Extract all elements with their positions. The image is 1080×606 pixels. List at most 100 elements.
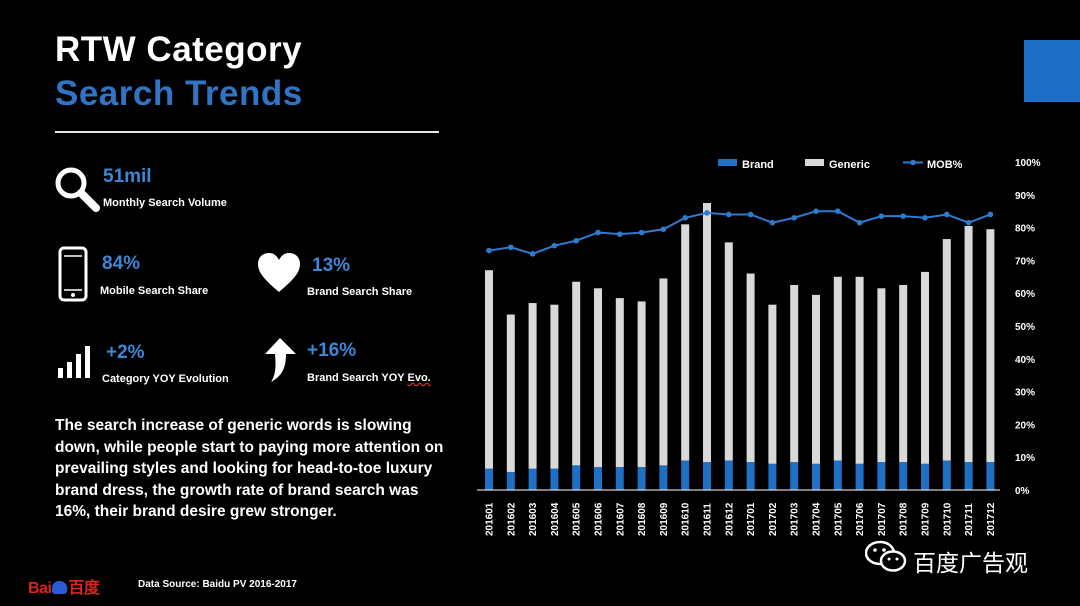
legend-label-generic: Generic — [829, 159, 870, 171]
legend-swatch-generic — [805, 159, 824, 166]
title-line-1: RTW Category — [55, 30, 303, 69]
baidu-logo: Bai 百度 — [28, 580, 100, 597]
mob-point-201711 — [965, 219, 972, 226]
y-tick-label: 60% — [1015, 289, 1035, 300]
search-icon — [55, 167, 100, 212]
bar-generic-201712 — [986, 229, 995, 463]
bar-brand-201711 — [964, 462, 973, 490]
category-yoy-label: Category YOY Evolution — [102, 373, 229, 385]
y-axis-ticks: 0% 10% 20% 30% 40% 50% 60% 70% 80% 90% 100% — [1015, 158, 1041, 497]
bar-brand-201607 — [615, 467, 624, 490]
mob-point-201707 — [878, 213, 885, 219]
mob-point-201706 — [856, 219, 863, 226]
x-tick-label: 201701 — [746, 502, 757, 536]
search-volume-value: 51mil — [103, 166, 152, 187]
mob-point-201605 — [573, 237, 579, 244]
mob-point-201606 — [595, 229, 601, 236]
x-tick-label: 201706 — [855, 502, 866, 536]
bar-generic-201704 — [812, 294, 820, 464]
data-source: Data Source: Baidu PV 2016-2017 — [138, 579, 297, 590]
category-yoy-value: +2% — [106, 342, 145, 363]
mob-point-201610 — [682, 214, 688, 221]
arrow-up-icon — [265, 338, 296, 382]
x-tick-label: 201603 — [528, 502, 539, 536]
y-tick-label: 100% — [1015, 158, 1041, 169]
mob-point-201609 — [660, 226, 667, 233]
brand-yoy-label: Brand Search YOY Evo. — [307, 372, 431, 384]
bar-generic-201601 — [485, 270, 493, 469]
x-tick-label: 201605 — [572, 502, 583, 536]
mob-point-201608 — [638, 229, 645, 236]
mob-point-201603 — [529, 251, 536, 257]
x-tick-label: 201610 — [681, 502, 692, 536]
watermark-text: 百度广告观 — [913, 551, 1028, 577]
x-tick-label: 201705 — [833, 502, 844, 536]
summary-paragraph: The search increase of generic words is … — [55, 417, 444, 521]
mob-point-201604 — [551, 242, 558, 249]
accent-corner-block — [1024, 40, 1080, 102]
bar-brand-201709 — [921, 463, 929, 490]
legend-label-mob: MOB% — [927, 159, 963, 171]
bar-generic-201707 — [877, 288, 886, 463]
mob-point-201710 — [944, 211, 950, 218]
mobile-share-label: Mobile Search Share — [100, 285, 209, 297]
x-tick-label: 201708 — [899, 502, 910, 536]
x-tick-label: 201612 — [724, 502, 735, 536]
mob-point-201705 — [835, 208, 841, 214]
mob-point-201701 — [747, 211, 754, 218]
bar-generic-201609 — [659, 278, 668, 466]
bar-brand-201606 — [594, 467, 602, 490]
bar-brand-201702 — [768, 463, 777, 490]
heart-icon — [258, 253, 300, 292]
x-tick-label: 201710 — [942, 502, 953, 536]
bar-generic-201606 — [594, 288, 602, 468]
bar-brand-201601 — [485, 468, 493, 490]
bar-generic-201611 — [703, 203, 711, 463]
bar-brand-201706 — [855, 463, 864, 490]
y-tick-label: 90% — [1015, 191, 1035, 202]
x-tick-label: 201611 — [703, 503, 714, 536]
bar-generic-201709 — [921, 271, 929, 464]
bar-brand-201609 — [659, 465, 668, 490]
bar-brand-201703 — [790, 462, 799, 490]
mob-point-201704 — [813, 208, 819, 214]
bar-generic-201612 — [724, 242, 733, 461]
x-tick-label: 201709 — [921, 502, 932, 536]
bar-generic-201708 — [899, 285, 908, 463]
x-tick-label: 201606 — [594, 502, 605, 536]
legend-label-brand: Brand — [742, 159, 774, 171]
y-tick-label: 20% — [1015, 420, 1035, 431]
signal-bars-icon — [58, 346, 90, 378]
bars-layer — [485, 203, 995, 490]
smartphone-icon — [58, 246, 88, 302]
legend-swatch-mob-point — [910, 159, 916, 166]
x-tick-label: 201608 — [637, 502, 648, 536]
mob-point-201611 — [704, 210, 710, 216]
x-tick-label: 201704 — [812, 502, 823, 536]
bar-brand-201704 — [812, 463, 820, 490]
y-tick-label: 30% — [1015, 388, 1035, 399]
bar-generic-201710 — [942, 239, 951, 461]
bar-brand-201710 — [942, 460, 951, 490]
bar-generic-201602 — [506, 314, 515, 472]
bar-generic-201603 — [528, 303, 537, 469]
bar-generic-201701 — [746, 273, 755, 463]
x-tick-label: 201607 — [615, 502, 626, 536]
search-volume-label: Monthly Search Volume — [103, 197, 227, 209]
mobile-share-value: 84% — [102, 253, 141, 274]
bar-brand-201603 — [528, 468, 537, 490]
mob-point-201601 — [486, 247, 492, 254]
x-tick-label: 201609 — [659, 502, 670, 536]
y-tick-label: 80% — [1015, 224, 1035, 235]
x-axis-ticks: 201601 201602 201603 201604 201605 201606 2016… — [485, 502, 997, 536]
y-tick-label: 40% — [1015, 355, 1035, 366]
legend-swatch-brand — [718, 159, 737, 166]
mob-line-layer — [486, 208, 994, 257]
bar-brand-201712 — [986, 462, 995, 490]
x-tick-label: 201601 — [485, 502, 496, 536]
x-tick-label: 201711 — [964, 503, 975, 536]
bar-brand-201608 — [637, 467, 646, 490]
mob-point-201703 — [791, 214, 797, 221]
bar-brand-201707 — [877, 462, 886, 490]
mob-point-201612 — [726, 211, 732, 218]
